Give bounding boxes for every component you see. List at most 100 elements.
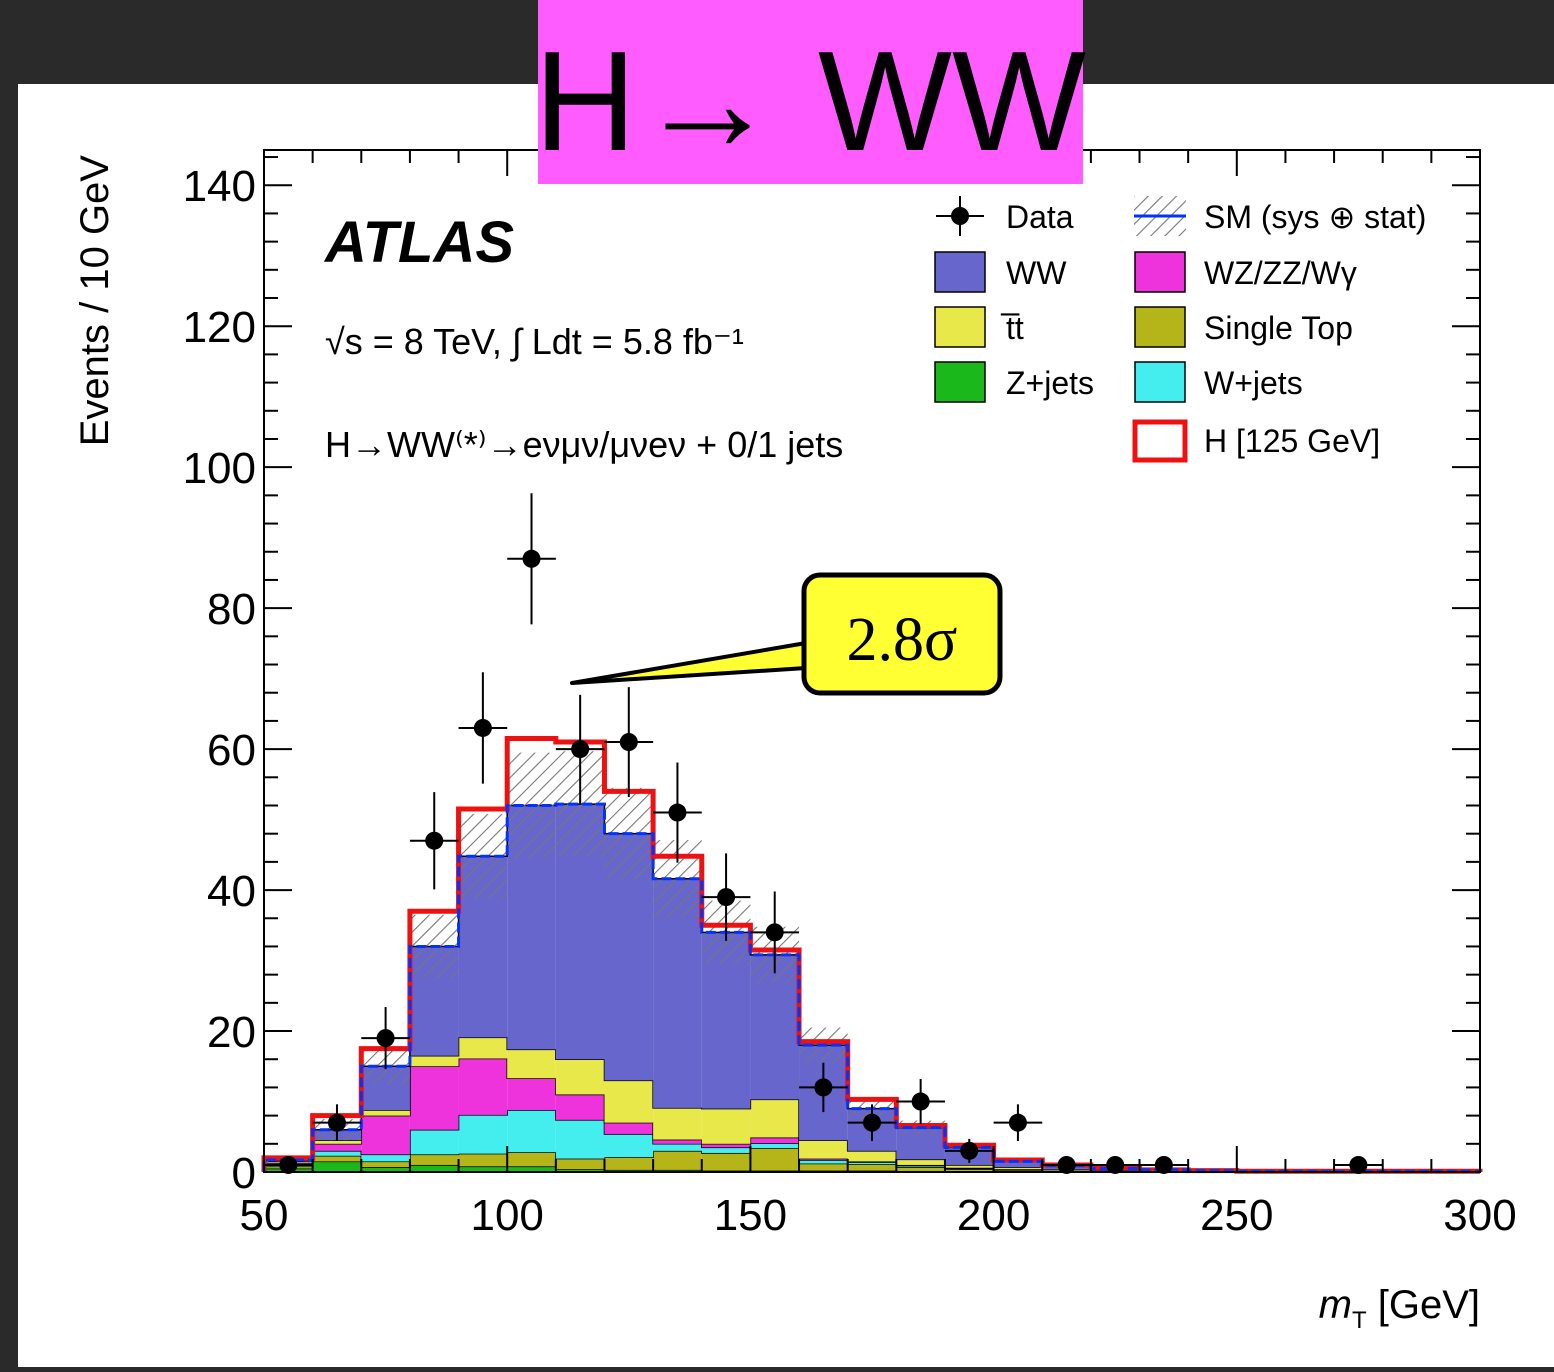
legend: Data SM (sys ⊕ stat) WW WZ/ZZ/Wγ t̅t Single T… — [934, 196, 1426, 463]
bar-wz-zz-w-60 — [312, 1143, 362, 1151]
bar-single-top-120 — [604, 1157, 654, 1170]
bar-single-top-160 — [799, 1163, 848, 1171]
significance-callout: 2.8σ — [847, 606, 958, 674]
legend-label: Single Top — [1204, 310, 1353, 346]
bar-z-jets-130 — [653, 1169, 702, 1172]
x-tick-label: 100 — [470, 1191, 543, 1240]
legend-item-ww: WW — [934, 251, 1067, 293]
data-point-155 — [750, 891, 800, 974]
bar-ttbar-60 — [312, 1140, 362, 1144]
bar-single-top-60 — [312, 1155, 362, 1162]
bar-ttbar-100 — [507, 1049, 556, 1079]
bar-z-jets-120 — [604, 1169, 654, 1172]
atlas-label: ATLAS — [323, 210, 514, 275]
data-point-125 — [604, 687, 654, 798]
data-point-275 — [1334, 1155, 1383, 1174]
y-tick-label: 20 — [207, 1008, 256, 1057]
data-point-65 — [312, 1104, 362, 1141]
data-marker — [279, 1155, 298, 1174]
x-tick-label: 150 — [714, 1191, 787, 1240]
y-tick-label: 140 — [183, 162, 256, 211]
legend-outline — [1132, 419, 1188, 463]
bar-wz-zz-w-140 — [701, 1143, 751, 1148]
data-marker — [863, 1113, 881, 1132]
bar-w-jets-130 — [653, 1143, 702, 1151]
bar-single-top-130 — [653, 1150, 702, 1170]
data-marker — [1106, 1155, 1125, 1174]
data-point-95 — [458, 672, 508, 784]
data-point-185 — [896, 1078, 945, 1125]
y-axis-title: Events / 10 GeV — [73, 155, 117, 447]
data-marker — [765, 923, 784, 942]
bar-ttbar-180 — [896, 1159, 945, 1165]
bar-z-jets-90 — [458, 1166, 508, 1172]
legend-label: WW — [1006, 255, 1067, 291]
data-point-75 — [361, 1007, 410, 1070]
data-marker — [473, 718, 492, 737]
bar-wz-zz-w-110 — [555, 1094, 605, 1120]
bar-ttbar-200 — [993, 1167, 1043, 1170]
bar-wz-zz-w-80 — [409, 1066, 459, 1130]
data-point-145 — [701, 853, 751, 941]
data-point-205 — [993, 1104, 1043, 1141]
data-point-175 — [847, 1104, 897, 1141]
bar-single-top-70 — [361, 1161, 410, 1168]
data-marker — [1349, 1155, 1368, 1174]
bar-wz-zz-w-130 — [653, 1139, 702, 1144]
bar-single-top-150 — [750, 1148, 800, 1171]
bar-wz-zz-w-90 — [458, 1058, 508, 1115]
y-tick-label: 120 — [183, 303, 256, 352]
bar-ttbar-160 — [799, 1140, 848, 1159]
bar-w-jets-150 — [750, 1143, 800, 1149]
data-marker — [960, 1141, 979, 1160]
data-marker — [717, 888, 736, 907]
data-point-235 — [1139, 1155, 1189, 1174]
bar-ttbar-110 — [555, 1059, 605, 1095]
bar-single-top-100 — [507, 1152, 556, 1167]
callout-box — [801, 572, 1003, 696]
bar-ww-200 — [993, 1161, 1043, 1168]
bar-ttbar-80 — [409, 1055, 459, 1067]
title-banner — [538, 0, 1083, 184]
legend-item-h-125-gev: H [125 GeV] — [1132, 419, 1380, 463]
axes: 50 100 150 200 250 300 0 20 40 60 80 100 120 140 — [183, 149, 1517, 1240]
y-tick-label: 40 — [207, 867, 256, 916]
data-point-135 — [653, 762, 702, 863]
bar-ttbar-120 — [604, 1080, 654, 1123]
legend-label: Z+jets — [1006, 365, 1094, 401]
data-point-225 — [1090, 1155, 1140, 1174]
banner-title: H→ WW — [534, 22, 1086, 181]
legend-label: t̅t — [1000, 310, 1024, 346]
x-axis-title: mT [GeV] — [1319, 1283, 1480, 1334]
bar-ttbar-190 — [944, 1164, 994, 1168]
bar-z-jets-70 — [361, 1167, 410, 1172]
bar-wz-zz-w-120 — [604, 1122, 654, 1134]
bar-ttbar-170 — [847, 1150, 897, 1162]
data-marker — [911, 1092, 930, 1111]
bar-w-jets-60 — [312, 1150, 362, 1156]
bar-ttbar-150 — [750, 1099, 800, 1138]
legend-swatch — [934, 361, 986, 403]
bar-ttbar-140 — [701, 1108, 751, 1144]
data-point-105 — [507, 493, 556, 625]
bar-z-jets-100 — [507, 1166, 556, 1172]
data-marker — [668, 803, 687, 822]
data-marker — [1154, 1155, 1173, 1174]
y-tick-label: 0 — [232, 1149, 256, 1198]
bar-single-top-170 — [847, 1164, 897, 1171]
bar-single-top-140 — [701, 1152, 751, 1171]
y-tick-label: 100 — [183, 444, 256, 493]
data-point-215 — [1042, 1155, 1091, 1174]
data-marker — [814, 1078, 833, 1097]
bar-single-top-90 — [458, 1153, 508, 1167]
data-point-195 — [944, 1138, 994, 1163]
bar-w-jets-140 — [701, 1147, 751, 1153]
channel-label: H→WW⁽*⁾→eνμν/μνeν + 0/1 jets — [325, 424, 843, 465]
y-tick-label: 60 — [207, 726, 256, 775]
bar-w-jets-170 — [847, 1162, 897, 1165]
legend-swatch — [934, 251, 986, 293]
data-marker — [619, 733, 638, 752]
legend-swatch — [934, 306, 986, 348]
data-marker — [1008, 1113, 1027, 1132]
